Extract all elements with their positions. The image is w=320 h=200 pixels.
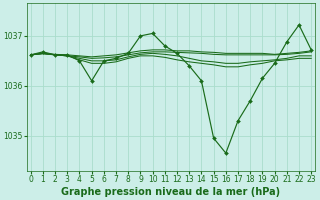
X-axis label: Graphe pression niveau de la mer (hPa): Graphe pression niveau de la mer (hPa): [61, 187, 281, 197]
